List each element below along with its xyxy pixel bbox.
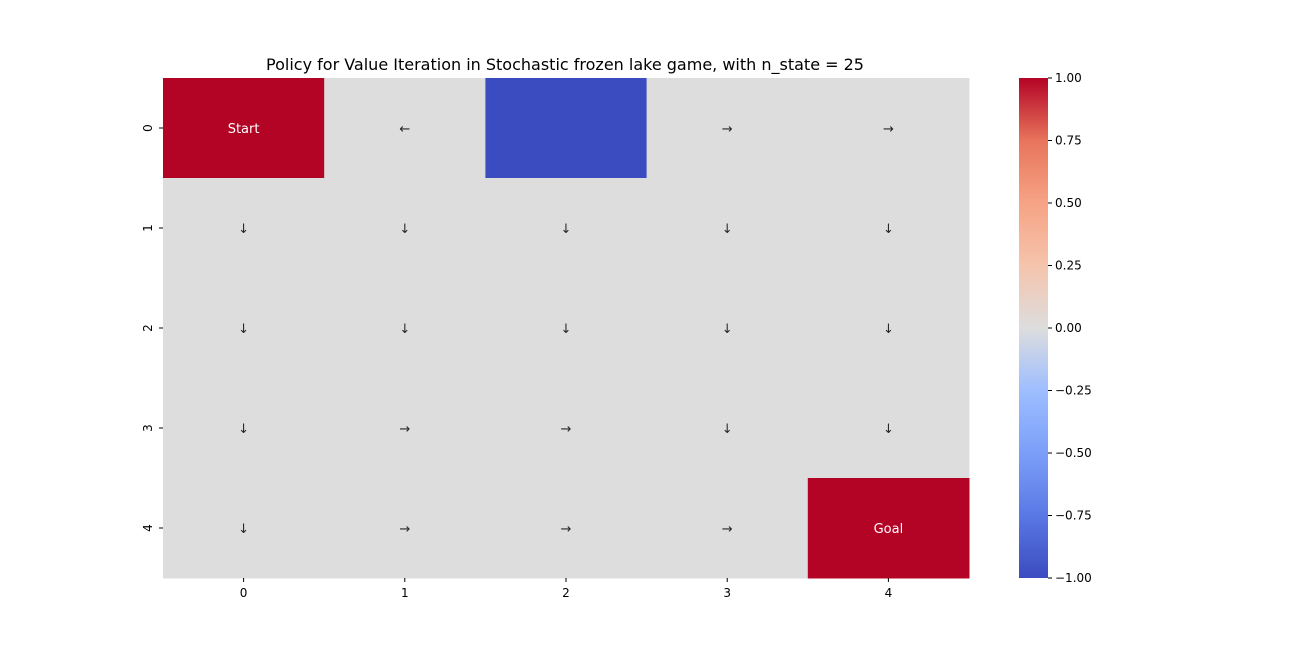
heatmap-cell-2-3 [646, 278, 809, 379]
cell-annotation-3-0: ↓ [238, 422, 249, 437]
heatmap-cell-1-4 [807, 178, 970, 279]
cell-annotation-4-1: → [399, 522, 410, 537]
cell-annotation-2-0: ↓ [238, 322, 249, 337]
colorbar-gradient [1019, 78, 1048, 578]
heatmap-cell-0-1 [324, 78, 486, 179]
cell-annotation-2-1: ↓ [399, 322, 410, 337]
colorbar-tick-label: 1.00 [1055, 71, 1082, 85]
x-tick-label: 2 [562, 586, 570, 600]
y-tick-label: 3 [141, 424, 155, 432]
heatmap-cell-3-0 [163, 378, 325, 479]
heatmap-cell-3-4 [807, 378, 970, 479]
colorbar-tick-label: 0.75 [1055, 134, 1082, 148]
heatmap-cell-4-3 [646, 478, 809, 579]
heatmap-cell-1-0 [163, 178, 325, 279]
y-tick-label: 0 [141, 124, 155, 132]
heatmap-cell-1-3 [646, 178, 809, 279]
y-tick-label: 4 [141, 524, 155, 532]
heatmap-cell-1-1 [324, 178, 486, 279]
colorbar: 1.00 0.75 0.50 0.25 0.00 −0.25 −0.50 −0.75 −1.00 [1019, 71, 1092, 585]
chart-title: Policy for Value Iteration in Stochastic… [266, 55, 864, 75]
heatmap-cell-0-4 [807, 78, 970, 179]
colorbar-tick-label: −1.00 [1055, 571, 1092, 585]
cell-annotation-3-2: → [561, 422, 572, 437]
cell-annotation-0-1: ← [399, 122, 410, 137]
y-tick-label: 1 [141, 224, 155, 232]
cell-annotation-3-1: → [399, 422, 410, 437]
cell-annotation-2-2: ↓ [561, 322, 572, 337]
cell-annotation-3-3: ↓ [722, 422, 733, 437]
y-axis: 0 1 2 3 4 [141, 124, 163, 532]
heatmap-cell-0-2 [485, 78, 648, 179]
heatmap-cell-2-1 [324, 278, 486, 379]
x-tick-label: 1 [401, 586, 409, 600]
colorbar-tick-label: −0.50 [1055, 446, 1092, 460]
colorbar-tick-label: 0.50 [1055, 196, 1082, 210]
heatmap-cells: Start ← → → ↓ ↓ ↓ ↓ ↓ ↓ ↓ ↓ ↓ ↓ ↓ → → ↓ ↓ ↓ → → → Goal [163, 78, 970, 579]
y-tick-label: 2 [141, 324, 155, 332]
heatmap-cell-4-0 [163, 478, 325, 579]
x-tick-label: 3 [723, 586, 731, 600]
x-tick-label: 0 [240, 586, 248, 600]
cell-annotation-0-3: → [722, 122, 733, 137]
cell-annotation-1-3: ↓ [722, 222, 733, 237]
colorbar-tick-label: −0.75 [1055, 509, 1092, 523]
heatmap-cell-3-1 [324, 378, 486, 479]
heatmap-cell-3-2 [485, 378, 648, 479]
cell-annotation-4-4: Goal [874, 522, 904, 537]
heatmap-cell-2-0 [163, 278, 325, 379]
heatmap-cell-4-2 [485, 478, 648, 579]
cell-annotation-0-4: → [883, 122, 894, 137]
cell-annotation-1-2: ↓ [561, 222, 572, 237]
heatmap-cell-3-3 [646, 378, 809, 479]
cell-annotation-0-0: Start [228, 122, 260, 137]
heatmap-cell-4-1 [324, 478, 486, 579]
heatmap-cell-1-2 [485, 178, 648, 279]
heatmap-cell-0-0 [163, 78, 325, 179]
colorbar-ticks: 1.00 0.75 0.50 0.25 0.00 −0.25 −0.50 −0.75 −1.00 [1048, 71, 1092, 585]
heatmap-cell-2-4 [807, 278, 970, 379]
colorbar-tick-label: 0.25 [1055, 259, 1082, 273]
cell-annotation-4-3: → [722, 522, 733, 537]
cell-annotation-3-4: ↓ [883, 422, 894, 437]
x-axis: 0 1 2 3 4 [240, 578, 892, 600]
cell-annotation-4-0: ↓ [238, 522, 249, 537]
colorbar-tick-label: 0.00 [1055, 321, 1082, 335]
cell-annotation-4-2: → [561, 522, 572, 537]
cell-annotation-1-1: ↓ [399, 222, 410, 237]
heatmap-cell-0-3 [646, 78, 809, 179]
heatmap-cell-2-2 [485, 278, 648, 379]
cell-annotation-1-4: ↓ [883, 222, 894, 237]
cell-annotation-1-0: ↓ [238, 222, 249, 237]
cell-annotation-2-3: ↓ [722, 322, 733, 337]
colorbar-tick-label: −0.25 [1055, 384, 1092, 398]
cell-annotation-2-4: ↓ [883, 322, 894, 337]
x-tick-label: 4 [885, 586, 893, 600]
heatmap-cell-4-4 [807, 478, 970, 579]
